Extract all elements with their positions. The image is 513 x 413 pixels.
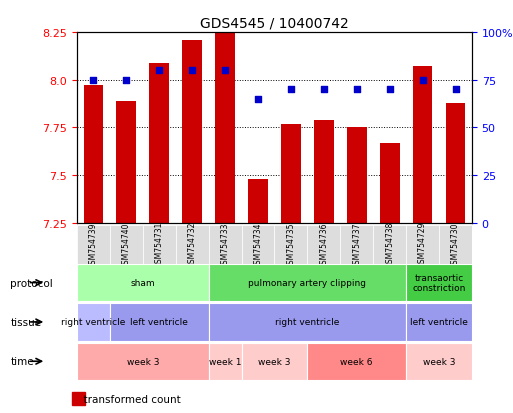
Bar (248, 179, 268, 223)
FancyBboxPatch shape (406, 225, 439, 264)
FancyBboxPatch shape (209, 264, 406, 301)
Text: week 3: week 3 (127, 357, 159, 366)
Text: week 6: week 6 (341, 357, 373, 366)
Bar (215, 33, 235, 223)
FancyBboxPatch shape (242, 225, 274, 264)
FancyBboxPatch shape (110, 225, 143, 264)
Text: GSM754735: GSM754735 (286, 221, 295, 268)
FancyBboxPatch shape (77, 343, 209, 380)
Bar (314, 121, 333, 223)
FancyBboxPatch shape (175, 225, 209, 264)
Text: sham: sham (130, 278, 155, 287)
Bar (281, 124, 301, 223)
Text: transaortic
constriction: transaortic constriction (412, 273, 466, 292)
Text: pulmonary artery clipping: pulmonary artery clipping (248, 278, 366, 287)
FancyBboxPatch shape (77, 264, 209, 301)
FancyBboxPatch shape (406, 343, 472, 380)
FancyBboxPatch shape (209, 304, 406, 341)
Text: GSM754730: GSM754730 (451, 221, 460, 268)
FancyBboxPatch shape (340, 225, 373, 264)
FancyBboxPatch shape (77, 225, 110, 264)
Text: tissue: tissue (10, 317, 42, 327)
Bar (347, 128, 367, 223)
Text: time: time (10, 356, 34, 366)
Text: GSM754739: GSM754739 (89, 221, 98, 268)
FancyBboxPatch shape (406, 264, 472, 301)
Bar (446, 103, 465, 223)
FancyBboxPatch shape (373, 225, 406, 264)
Text: transformed count: transformed count (77, 394, 181, 404)
FancyBboxPatch shape (110, 304, 209, 341)
FancyBboxPatch shape (209, 225, 242, 264)
Text: GSM754738: GSM754738 (385, 221, 394, 268)
FancyBboxPatch shape (77, 304, 110, 341)
Point (320, 87, 328, 93)
Bar (84, 86, 103, 223)
FancyBboxPatch shape (307, 225, 340, 264)
Text: GSM754740: GSM754740 (122, 221, 131, 268)
Text: right ventricle: right ventricle (61, 318, 126, 327)
Text: GSM754731: GSM754731 (155, 221, 164, 268)
Point (155, 68, 163, 74)
Text: GSM754736: GSM754736 (319, 221, 328, 268)
Text: GSM754729: GSM754729 (418, 221, 427, 268)
Text: week 3: week 3 (423, 357, 456, 366)
FancyBboxPatch shape (406, 304, 472, 341)
FancyBboxPatch shape (143, 225, 175, 264)
Bar (116, 102, 136, 223)
FancyBboxPatch shape (209, 343, 242, 380)
Text: GSM754734: GSM754734 (253, 221, 263, 268)
Title: GDS4545 / 10400742: GDS4545 / 10400742 (200, 17, 349, 31)
Point (386, 87, 394, 93)
Point (419, 77, 427, 84)
FancyBboxPatch shape (439, 225, 472, 264)
Text: GSM754732: GSM754732 (188, 221, 196, 268)
Text: week 1: week 1 (209, 357, 241, 366)
FancyBboxPatch shape (242, 343, 307, 380)
Bar (149, 64, 169, 223)
Point (287, 87, 295, 93)
Text: right ventricle: right ventricle (275, 318, 340, 327)
Point (254, 96, 262, 103)
Point (451, 87, 460, 93)
Point (89, 77, 97, 84)
Text: GSM754733: GSM754733 (221, 221, 230, 268)
Point (188, 68, 196, 74)
Text: left ventricle: left ventricle (410, 318, 468, 327)
Text: week 3: week 3 (258, 357, 291, 366)
Text: protocol: protocol (10, 278, 53, 288)
FancyBboxPatch shape (274, 225, 307, 264)
Text: GSM754737: GSM754737 (352, 221, 361, 268)
Bar (182, 40, 202, 223)
Point (352, 87, 361, 93)
Point (122, 77, 130, 84)
Bar (412, 67, 432, 223)
FancyBboxPatch shape (307, 343, 406, 380)
Bar (380, 143, 400, 223)
Text: left ventricle: left ventricle (130, 318, 188, 327)
Point (221, 68, 229, 74)
